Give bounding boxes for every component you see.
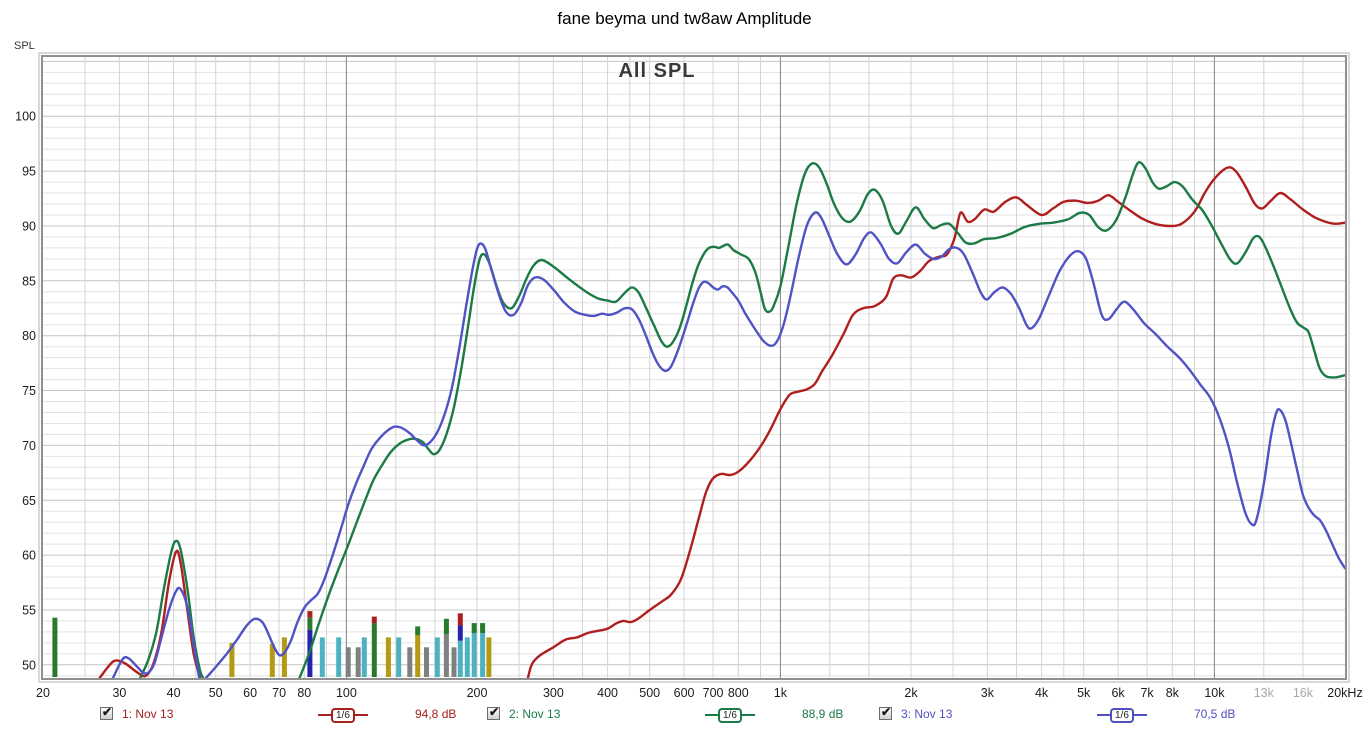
curve-3-label: 3: Nov 13: [901, 707, 953, 721]
svg-text:5k: 5k: [1077, 686, 1091, 700]
svg-text:3k: 3k: [981, 686, 995, 700]
curve-3-smoothing-badge[interactable]: 1/6: [1097, 707, 1147, 723]
svg-text:7k: 7k: [1140, 686, 1154, 700]
chart-overlay-label: All SPL: [618, 60, 696, 82]
svg-text:500: 500: [639, 686, 660, 700]
curve-1-cursor-value: 94,8 dB: [415, 707, 457, 721]
svg-text:1k: 1k: [774, 686, 788, 700]
curve-1-line-sample: [354, 714, 368, 716]
svg-text:90: 90: [22, 220, 36, 234]
svg-text:20kHz: 20kHz: [1327, 686, 1362, 700]
svg-text:65: 65: [22, 494, 36, 508]
svg-text:100: 100: [15, 110, 36, 124]
svg-text:100: 100: [336, 686, 357, 700]
curve-3-cursor-value: 70,5 dB: [1194, 707, 1236, 721]
svg-text:50: 50: [209, 686, 223, 700]
curve-1-line-sample: [318, 714, 331, 716]
legend-item-3: 3: Nov 13 1/6 70,5 dB: [879, 705, 1247, 728]
legend-item-2: 2: Nov 13 1/6 88,9 dB: [487, 705, 855, 728]
curve-2-checkbox[interactable]: [487, 705, 500, 720]
curve-1-smoothing: 1/6: [331, 707, 355, 723]
svg-text:10k: 10k: [1204, 686, 1225, 700]
curve-3-smoothing: 1/6: [1110, 707, 1134, 723]
svg-text:75: 75: [22, 384, 36, 398]
svg-text:80: 80: [22, 329, 36, 343]
curve-1-checkbox[interactable]: [100, 705, 113, 720]
svg-text:600: 600: [674, 686, 695, 700]
svg-text:60: 60: [243, 686, 257, 700]
curve-2-label: 2: Nov 13: [509, 707, 561, 721]
curve-3-line-sample: [1097, 714, 1110, 716]
svg-text:40: 40: [167, 686, 181, 700]
svg-text:700: 700: [703, 686, 724, 700]
svg-text:50: 50: [22, 658, 36, 672]
curve-2-line-sample: [741, 714, 755, 716]
svg-text:70: 70: [272, 686, 286, 700]
page-title: fane beyma und tw8aw Amplitude: [557, 9, 812, 28]
svg-text:80: 80: [297, 686, 311, 700]
svg-text:4k: 4k: [1035, 686, 1049, 700]
curve-3-line-sample: [1133, 714, 1147, 716]
svg-text:200: 200: [467, 686, 488, 700]
svg-text:16k: 16k: [1293, 686, 1314, 700]
y-axis-title: SPL: [14, 40, 35, 52]
svg-text:70: 70: [22, 439, 36, 453]
svg-text:13k: 13k: [1254, 686, 1275, 700]
svg-text:20: 20: [36, 686, 50, 700]
curve-2-cursor-value: 88,9 dB: [802, 707, 844, 721]
svg-text:30: 30: [112, 686, 126, 700]
svg-text:60: 60: [22, 549, 36, 563]
curve-3-checkbox[interactable]: [879, 705, 892, 720]
curve-2-line-sample: [705, 714, 718, 716]
svg-text:400: 400: [597, 686, 618, 700]
curve-2-smoothing-badge[interactable]: 1/6: [705, 707, 755, 723]
svg-text:8k: 8k: [1166, 686, 1180, 700]
svg-text:95: 95: [22, 165, 36, 179]
curve-2-smoothing: 1/6: [718, 707, 742, 723]
svg-text:6k: 6k: [1111, 686, 1125, 700]
svg-text:800: 800: [728, 686, 749, 700]
curve-1-label: 1: Nov 13: [122, 707, 174, 721]
svg-text:85: 85: [22, 274, 36, 288]
svg-text:300: 300: [543, 686, 564, 700]
svg-text:2k: 2k: [904, 686, 918, 700]
curve-1-smoothing-badge[interactable]: 1/6: [318, 707, 368, 723]
legend-item-1: 1: Nov 13 1/6 94,8 dB: [100, 705, 468, 728]
svg-text:55: 55: [22, 604, 36, 618]
